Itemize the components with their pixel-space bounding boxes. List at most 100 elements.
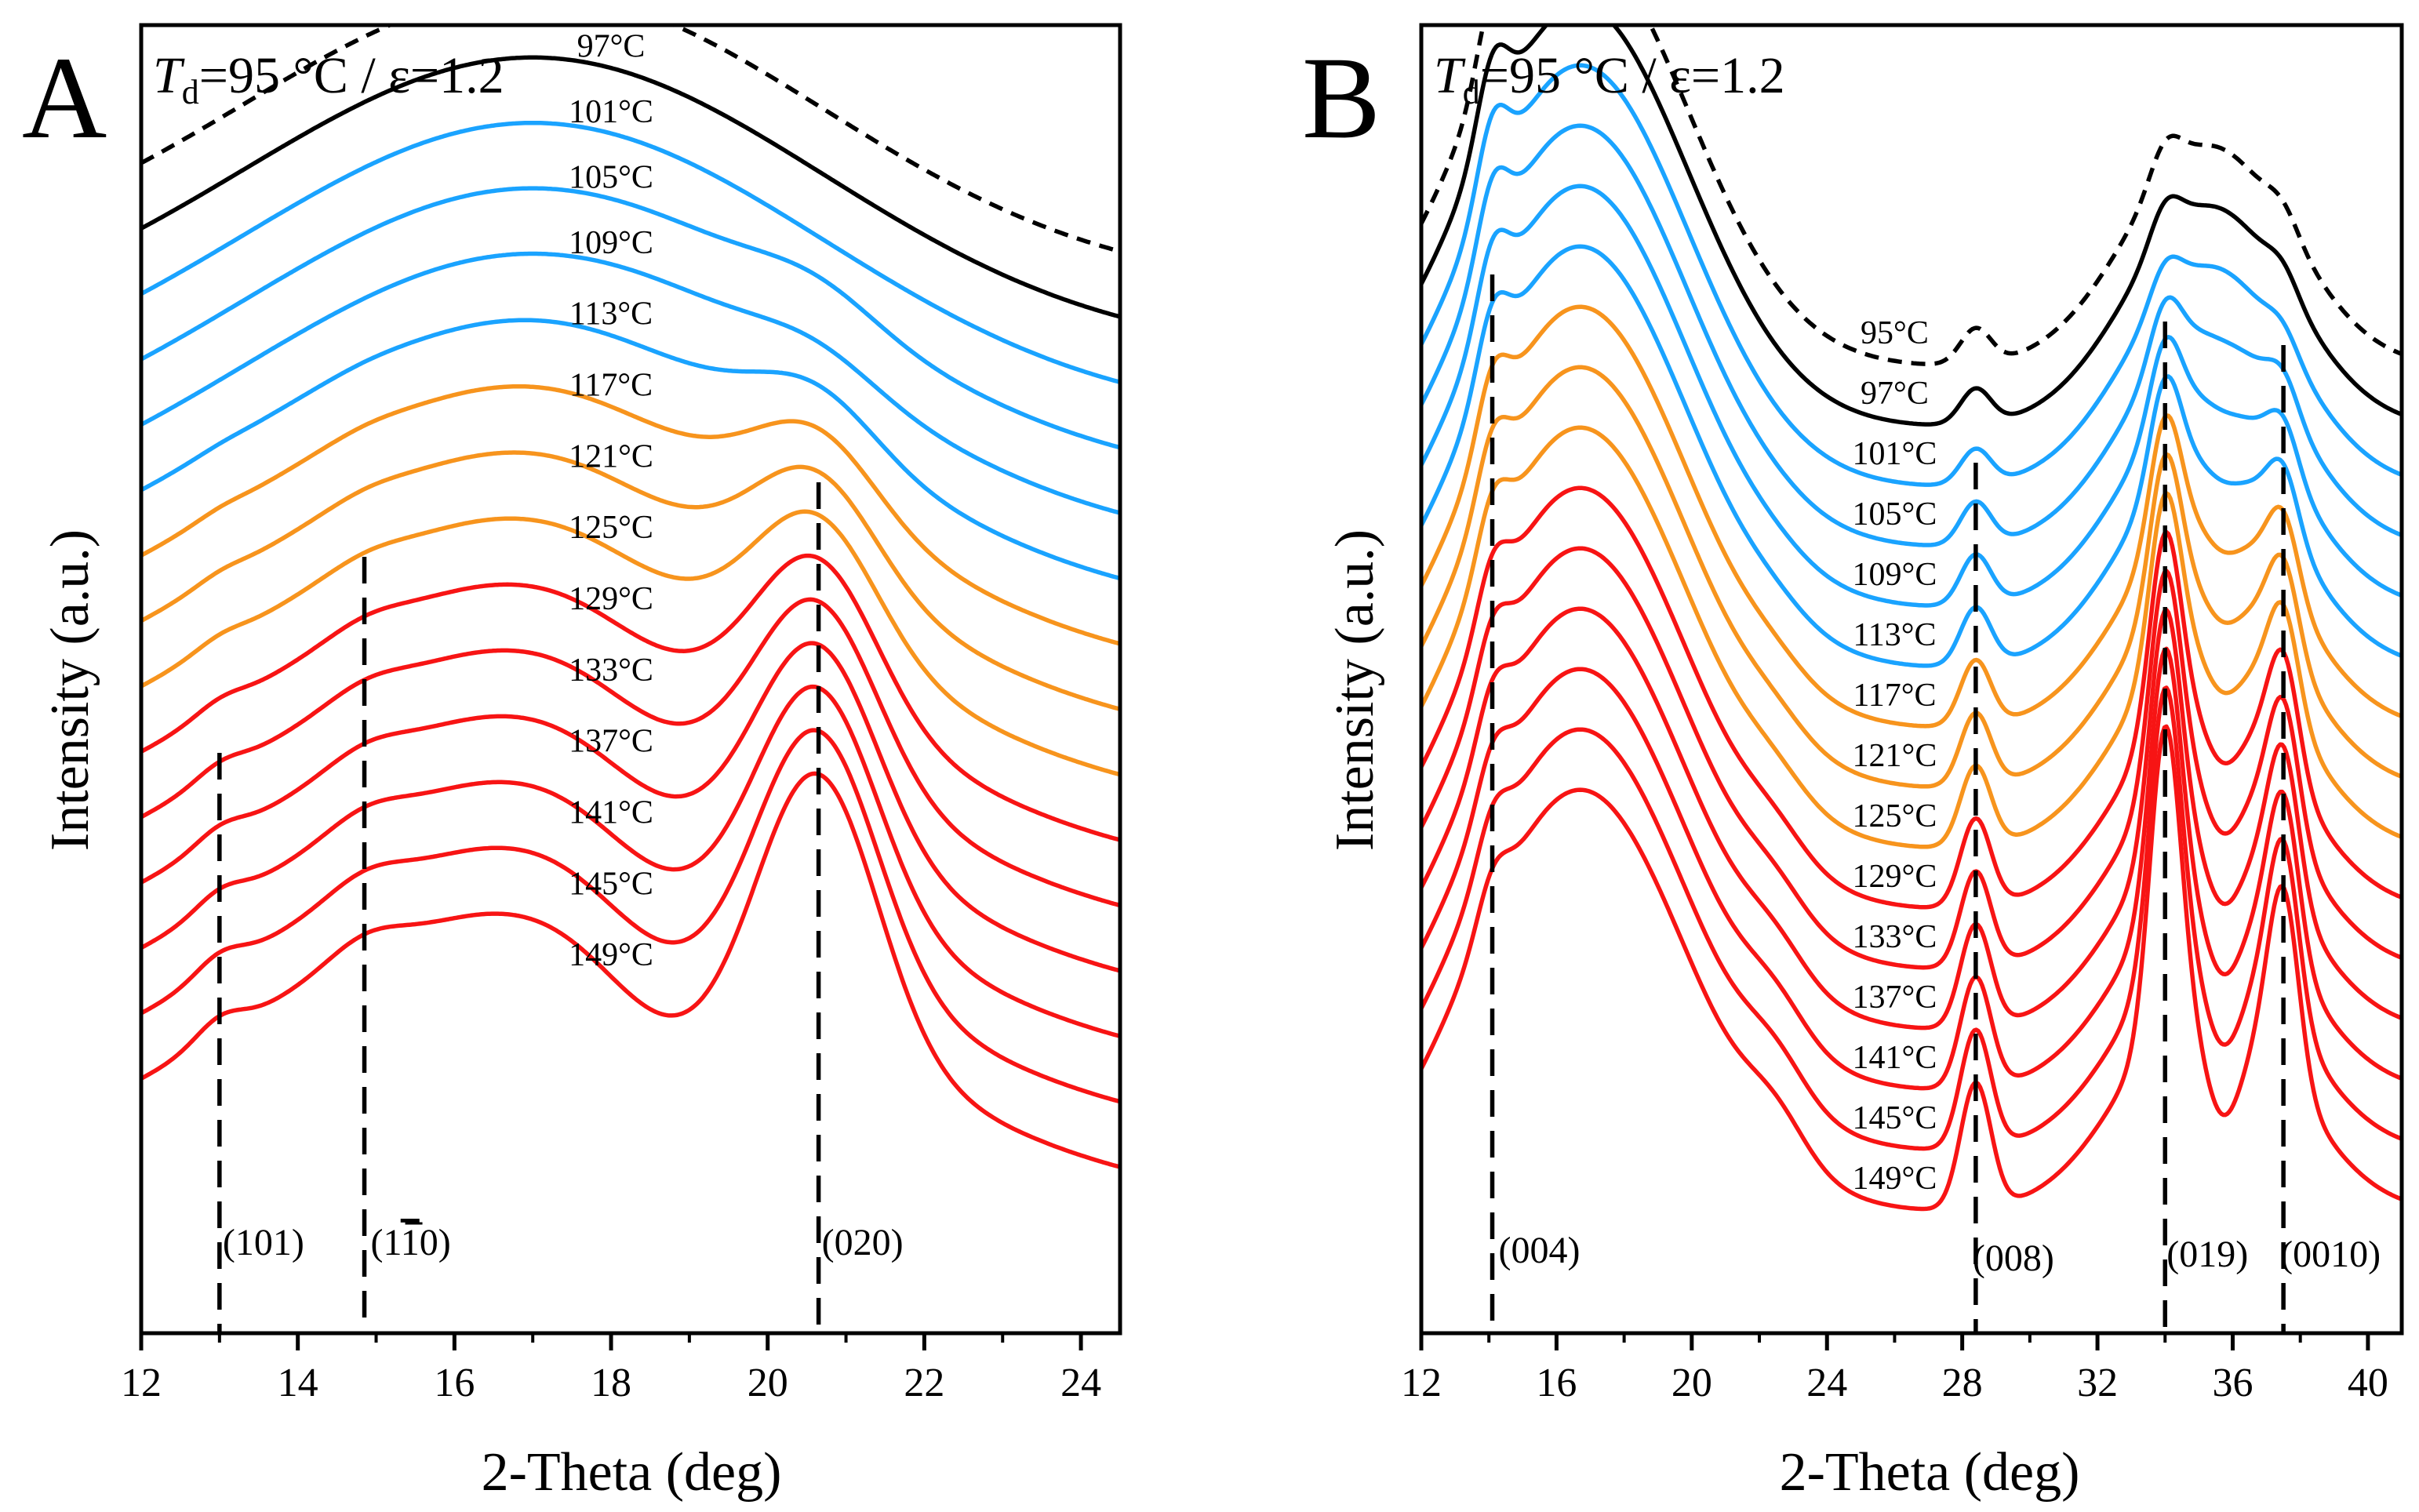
- temp-label-129c: 129°C: [1853, 859, 1937, 895]
- x-tick-label: 22: [904, 1361, 944, 1405]
- temp-label-121c: 121°C: [569, 438, 653, 474]
- x-tick-label: 14: [278, 1361, 318, 1405]
- panel-b-axes: 12 16 20 24 28 32 36 40: [1401, 23, 2404, 1405]
- panel-b-y-axis-title: Intensity (a.u.): [1325, 529, 1385, 851]
- curve-145c: [1421, 685, 2402, 1151]
- panel-b-curves: [1421, 25, 2402, 1212]
- curve-101c: [141, 120, 1120, 384]
- x-tick-label: 16: [434, 1361, 475, 1405]
- peak-label-1-10-part1: (1: [371, 1222, 401, 1263]
- temp-label-125c: 125°C: [1853, 798, 1937, 834]
- temp-label-113c: 113°C: [569, 296, 653, 333]
- x-tick-label: 20: [748, 1361, 788, 1405]
- curve-149c: [141, 771, 1120, 1169]
- peak-label-004: (004): [1499, 1230, 1581, 1271]
- panel-a-y-axis-title: Intensity (a.u.): [40, 529, 100, 851]
- curve-105c: [1421, 123, 2402, 547]
- curve-137c: [1421, 606, 2402, 1030]
- temp-label-137c: 137°C: [1853, 980, 1937, 1016]
- curve-125c: [1421, 425, 2402, 849]
- temp-label-141c: 141°C: [1853, 1040, 1937, 1076]
- temp-label-105c: 105°C: [569, 159, 653, 195]
- panel-b-letter: B: [1302, 33, 1380, 163]
- curve-141c: [1421, 646, 2402, 1091]
- curve-145c: [141, 728, 1120, 1104]
- panel-a-axes: 12 14 16 18 20 22 24: [121, 23, 1122, 1405]
- curve-109c: [1421, 184, 2402, 608]
- panel-a-chart: (101)(110)(020) 95°C97°C101°C105°C109°C1…: [40, 23, 1122, 1503]
- peak-label-020: (020): [822, 1222, 904, 1263]
- temp-label-97c: 97°C: [577, 29, 646, 65]
- panel-b-x-axis-title: 2-Theta (deg): [1780, 1442, 2080, 1503]
- temp-label-137c: 137°C: [569, 724, 653, 760]
- temp-label-145c: 145°C: [1853, 1100, 1937, 1136]
- peak-label-1-10-part3: 0): [420, 1222, 451, 1263]
- panel-b-condition-sub: d: [1463, 73, 1480, 111]
- x-tick-label: 18: [591, 1361, 631, 1405]
- temp-label-109c: 109°C: [569, 225, 653, 261]
- peak-label-1-10-bar: 1: [401, 1222, 420, 1263]
- temp-label-121c: 121°C: [1853, 738, 1937, 774]
- temp-label-101c: 101°C: [569, 94, 653, 130]
- temp-label-101c: 101°C: [1853, 436, 1937, 472]
- curve-149c: [1421, 724, 2402, 1212]
- curve-95c: [141, 25, 1120, 254]
- panel-a-condition-rest: =95 °C / ε=1.2: [199, 47, 504, 104]
- curve-109c: [141, 251, 1120, 515]
- curve-133c: [1421, 546, 2402, 970]
- peak-label-1-10: (110): [371, 1222, 451, 1263]
- plot-frame: [1419, 23, 2404, 1336]
- temp-label-97c: 97°C: [1861, 376, 1929, 412]
- curve-113c: [1421, 244, 2402, 668]
- panel-a-condition-sub: d: [182, 73, 199, 111]
- curve-129c: [1421, 485, 2402, 910]
- temp-label-149c: 149°C: [569, 937, 653, 973]
- panel-b-condition: Td=95 °C / ε=1.2: [1434, 47, 1785, 111]
- x-tick-label: 36: [2212, 1361, 2253, 1405]
- panel-a-letter: A: [22, 33, 107, 163]
- peak-label-101: (101): [223, 1222, 304, 1263]
- curve-129c: [141, 553, 1120, 842]
- panel-a-x-axis-title: 2-Theta (deg): [482, 1442, 782, 1503]
- panel-b-condition-T: T: [1434, 47, 1466, 104]
- curve-101c: [1421, 63, 2402, 487]
- panel-b-temperature-labels: 95°C 97°C 101°C 105°C 109°C 113°C 117°C 121°C 12…: [1853, 315, 1937, 1197]
- temp-label-125c: 125°C: [569, 510, 653, 546]
- temp-label-145c: 145°C: [569, 866, 653, 902]
- temp-label-133c: 133°C: [569, 652, 653, 689]
- temp-label-113c: 113°C: [1853, 617, 1936, 653]
- panel-b-condition-rest: =95 °C / ε=1.2: [1480, 47, 1785, 104]
- panel-a-curves: [141, 25, 1120, 1169]
- panel-a-condition: Td=95 °C / ε=1.2: [153, 47, 504, 111]
- panel-a-condition-T: T: [153, 47, 185, 104]
- x-tick-label: 32: [2077, 1361, 2118, 1405]
- curve-121c: [141, 450, 1120, 711]
- x-tick-label: 24: [1060, 1361, 1101, 1405]
- curve-125c: [141, 509, 1120, 777]
- x-tick-label: 20: [1671, 1361, 1712, 1405]
- temp-label-129c: 129°C: [569, 581, 653, 617]
- x-tick-label: 16: [1536, 1361, 1577, 1405]
- curve-121c: [1421, 365, 2402, 789]
- curve-137c: [141, 641, 1120, 973]
- temp-label-95c: 95°C: [1861, 315, 1929, 351]
- curve-141c: [141, 684, 1120, 1038]
- x-tick-label: 12: [121, 1361, 162, 1405]
- curve-113c: [141, 318, 1120, 581]
- peak-label-0010: (0010): [2280, 1234, 2381, 1275]
- curve-133c: [141, 597, 1120, 908]
- temp-label-149c: 149°C: [1853, 1161, 1937, 1197]
- x-tick-label: 40: [2348, 1361, 2388, 1405]
- peak-label-019: (019): [2166, 1234, 2248, 1275]
- temp-label-109c: 109°C: [1853, 557, 1937, 593]
- temp-label-117c: 117°C: [1853, 678, 1936, 714]
- plot-frame: [139, 23, 1122, 1336]
- panel-a-peak-lines: (101) (110) (020): [217, 482, 904, 1333]
- panel-b-peak-lines: (004) (008) (019) (0010): [1490, 274, 2381, 1333]
- curve-97c: [141, 55, 1120, 319]
- curve-97c: [1421, 25, 2402, 427]
- peak-label-008: (008): [1973, 1238, 2054, 1279]
- panel-a-temperature-labels: 95°C97°C101°C105°C109°C113°C117°C121°C12…: [569, 29, 653, 973]
- x-tick-label: 12: [1401, 1361, 1442, 1405]
